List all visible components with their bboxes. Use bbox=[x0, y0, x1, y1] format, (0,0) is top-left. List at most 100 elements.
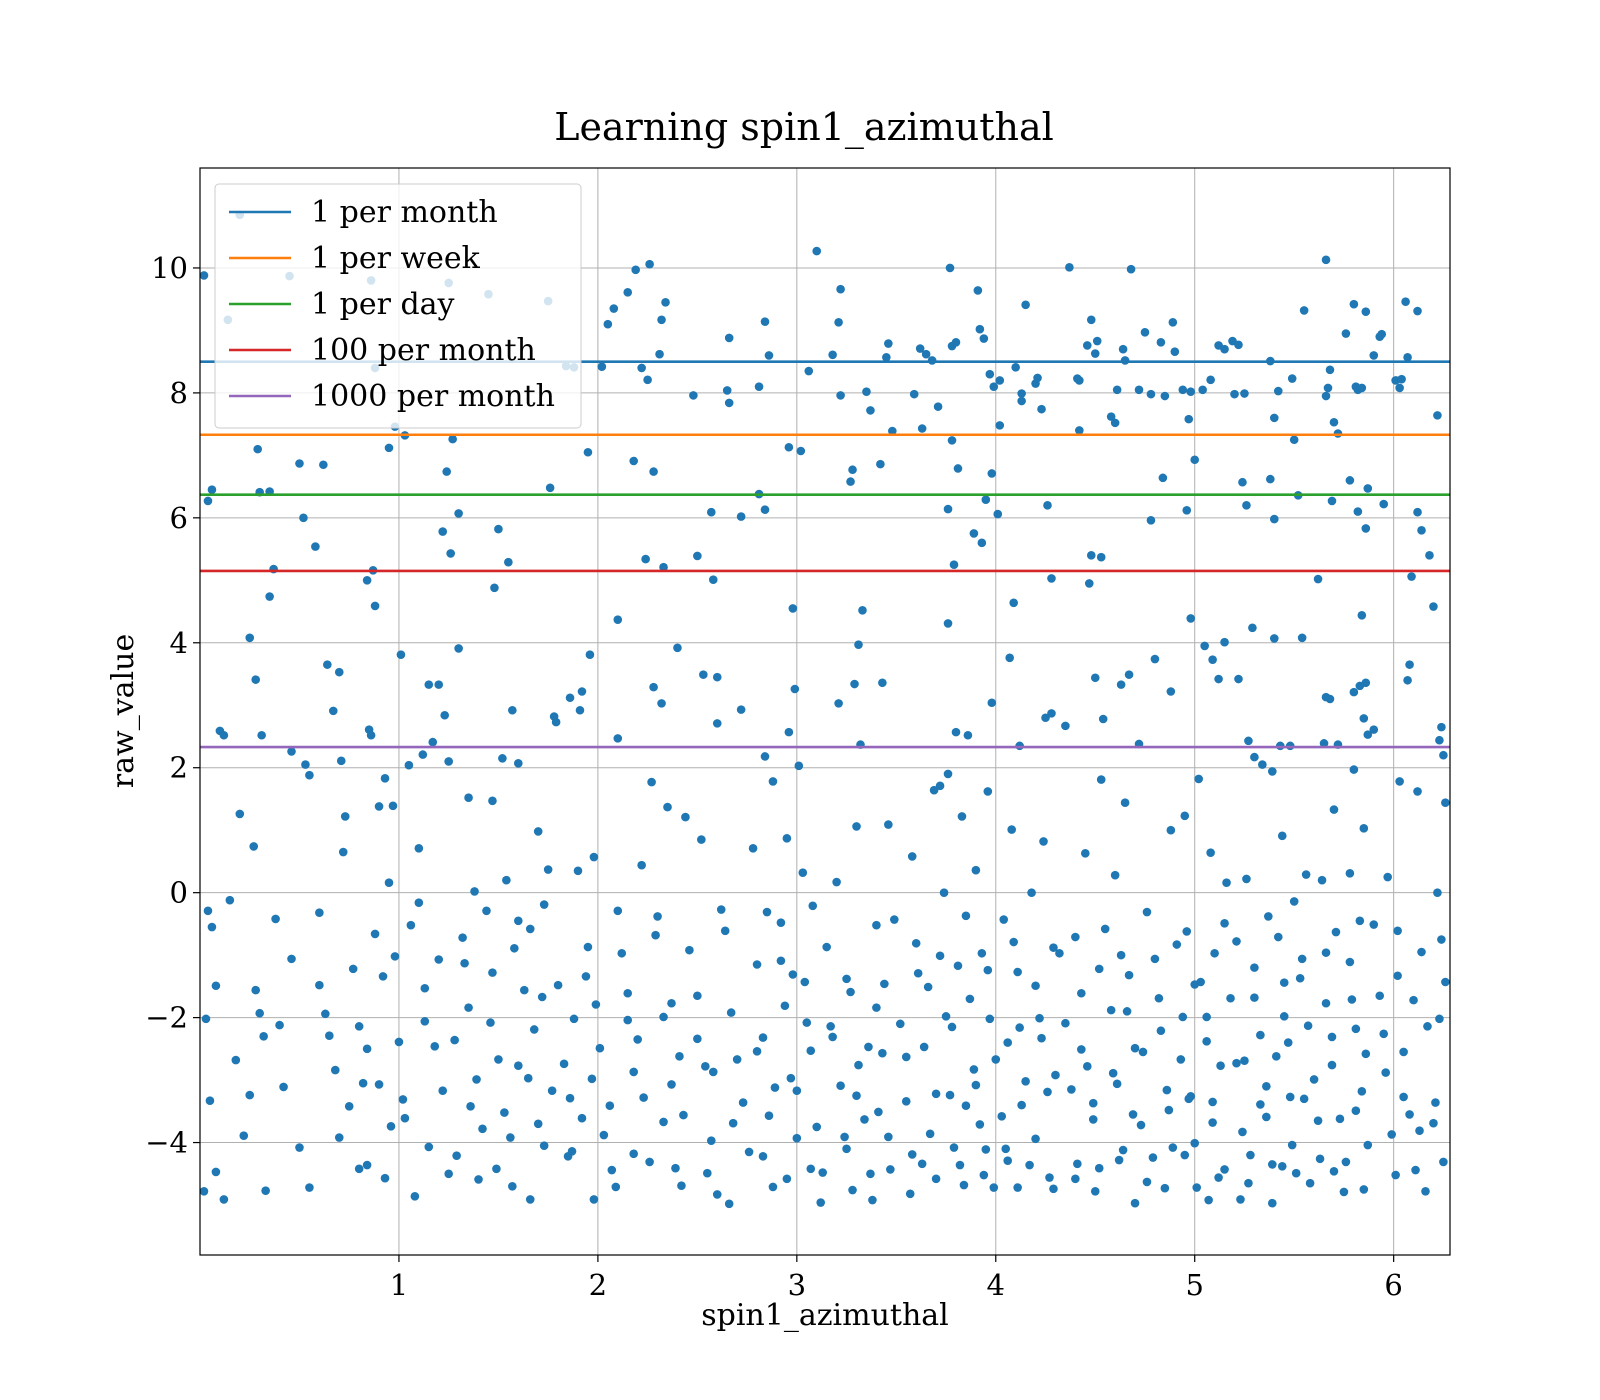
data-point bbox=[486, 1018, 495, 1027]
data-point bbox=[305, 1183, 314, 1192]
data-point bbox=[1397, 374, 1406, 384]
data-point bbox=[488, 796, 497, 806]
data-point bbox=[595, 1043, 605, 1053]
data-point bbox=[523, 1073, 533, 1083]
data-point bbox=[1413, 787, 1422, 796]
data-point bbox=[1128, 1110, 1138, 1119]
data-point bbox=[959, 1180, 969, 1190]
data-point bbox=[287, 747, 296, 756]
data-point bbox=[1071, 932, 1080, 942]
data-point bbox=[901, 1052, 911, 1062]
data-point bbox=[384, 443, 394, 453]
data-point bbox=[388, 801, 398, 811]
data-point bbox=[907, 852, 917, 861]
data-point bbox=[1146, 516, 1156, 525]
data-point bbox=[826, 1022, 835, 1031]
data-point bbox=[440, 710, 450, 720]
data-point bbox=[671, 1163, 680, 1173]
data-point bbox=[1176, 1055, 1186, 1064]
data-point bbox=[1327, 1032, 1337, 1042]
data-point bbox=[1405, 1110, 1414, 1119]
data-point bbox=[420, 1017, 430, 1026]
data-point bbox=[1262, 1112, 1271, 1122]
data-point bbox=[1441, 977, 1450, 987]
data-point bbox=[1417, 947, 1426, 957]
data-point bbox=[699, 670, 708, 679]
data-point bbox=[488, 968, 497, 977]
data-point bbox=[1150, 654, 1160, 664]
data-point bbox=[1262, 1082, 1271, 1091]
data-point bbox=[1096, 775, 1106, 784]
data-point bbox=[1192, 1183, 1202, 1192]
data-point bbox=[706, 507, 716, 517]
data-point bbox=[933, 402, 943, 411]
data-point bbox=[647, 777, 656, 787]
data-point bbox=[641, 554, 650, 564]
data-point bbox=[330, 1065, 340, 1075]
data-point bbox=[816, 1198, 826, 1207]
data-point bbox=[424, 1142, 434, 1152]
data-point bbox=[951, 337, 961, 347]
data-point bbox=[1271, 1052, 1281, 1061]
data-point bbox=[1092, 336, 1102, 346]
data-point bbox=[514, 916, 523, 926]
data-point bbox=[1289, 897, 1299, 906]
data-point bbox=[315, 908, 324, 917]
data-point bbox=[979, 1170, 989, 1180]
data-point bbox=[1250, 963, 1259, 972]
data-point bbox=[1331, 927, 1341, 937]
data-point bbox=[623, 988, 633, 998]
data-point bbox=[1047, 709, 1056, 718]
data-point bbox=[1375, 991, 1385, 1001]
data-point bbox=[1178, 385, 1188, 395]
data-point bbox=[1403, 675, 1412, 685]
data-point bbox=[253, 444, 262, 454]
data-point bbox=[1325, 365, 1335, 375]
data-point bbox=[1031, 981, 1040, 991]
data-point bbox=[494, 1055, 503, 1064]
data-point bbox=[207, 922, 217, 932]
data-point bbox=[251, 675, 261, 684]
data-point bbox=[754, 382, 764, 391]
data-point bbox=[1124, 970, 1134, 980]
data-point bbox=[287, 954, 296, 964]
data-point bbox=[1383, 872, 1392, 882]
data-point bbox=[589, 1195, 599, 1204]
data-point bbox=[1277, 1161, 1287, 1171]
data-point bbox=[917, 424, 927, 433]
data-point bbox=[1222, 878, 1231, 887]
data-point bbox=[1043, 501, 1052, 510]
data-point bbox=[876, 459, 885, 469]
data-point bbox=[1269, 634, 1279, 643]
data-point bbox=[1027, 888, 1036, 897]
data-point bbox=[1190, 455, 1200, 465]
data-point bbox=[693, 1034, 702, 1044]
data-point bbox=[1329, 805, 1339, 814]
data-point bbox=[255, 1008, 264, 1018]
data-point bbox=[985, 369, 995, 379]
data-point bbox=[792, 1133, 802, 1143]
data-point bbox=[348, 964, 358, 974]
data-point bbox=[1073, 1159, 1082, 1169]
data-point bbox=[545, 483, 555, 493]
data-point bbox=[983, 787, 993, 796]
data-point bbox=[354, 1164, 364, 1174]
data-point bbox=[832, 877, 841, 887]
data-point bbox=[336, 756, 346, 766]
data-point bbox=[728, 1118, 738, 1128]
data-point bbox=[444, 1169, 453, 1179]
data-point bbox=[1049, 943, 1058, 952]
data-point bbox=[649, 682, 658, 692]
data-point bbox=[1013, 967, 1022, 977]
data-point bbox=[828, 350, 837, 360]
data-point bbox=[344, 1102, 354, 1111]
data-point bbox=[1049, 1184, 1058, 1194]
data-point bbox=[995, 421, 1005, 430]
data-point bbox=[378, 972, 388, 981]
data-point bbox=[1361, 307, 1371, 316]
data-point bbox=[732, 1055, 742, 1064]
data-point bbox=[957, 812, 967, 821]
data-point bbox=[834, 699, 843, 708]
data-point bbox=[1202, 1037, 1211, 1046]
